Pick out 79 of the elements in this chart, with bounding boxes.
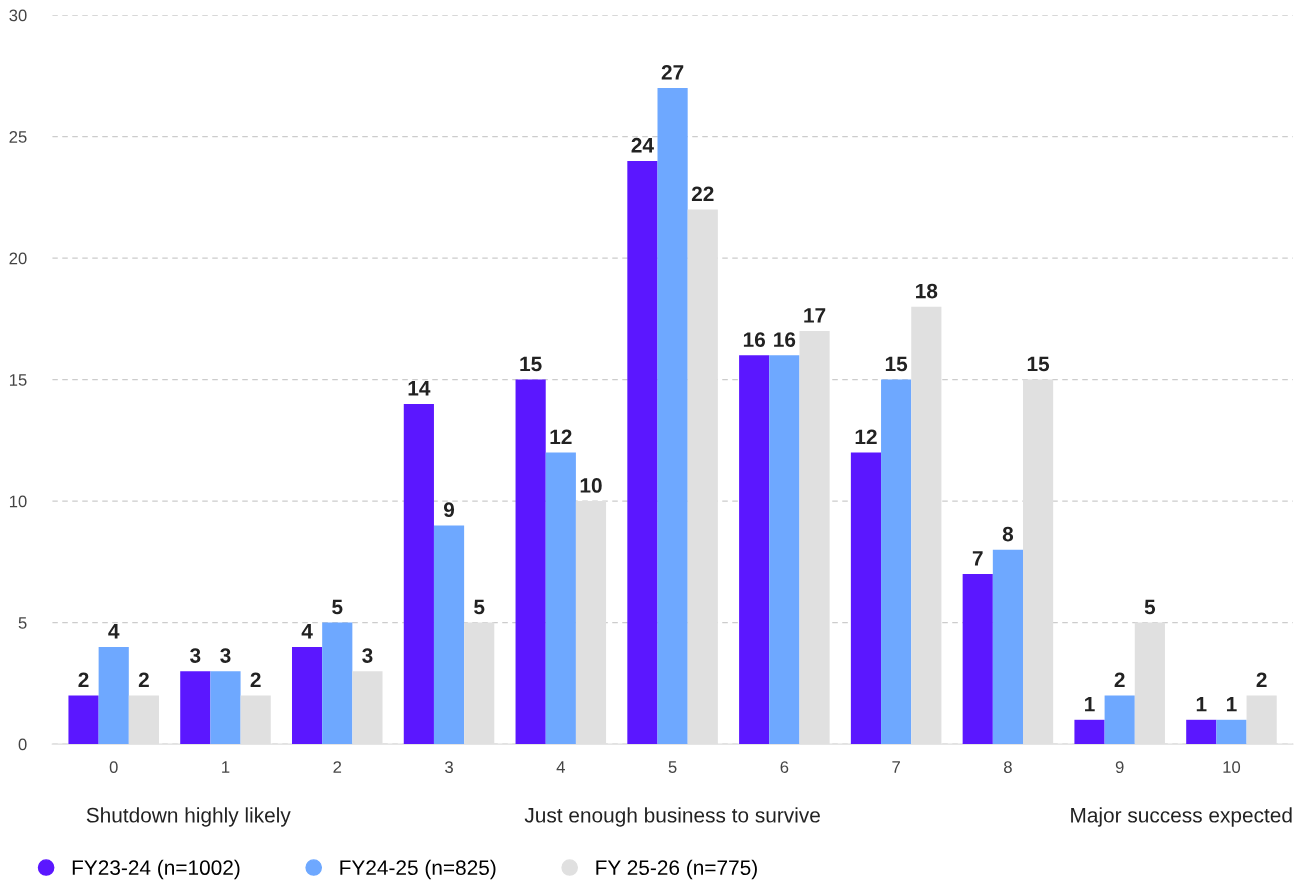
data-label: 22	[691, 186, 714, 202]
x-tick-label: 4	[556, 761, 565, 773]
bar	[403, 403, 434, 745]
bar	[769, 355, 800, 745]
text: Shutdown highly likely	[86, 807, 291, 827]
data-label: 1	[1196, 696, 1207, 712]
data-label: 15	[520, 356, 542, 372]
data-label: 14	[408, 381, 431, 396]
x-tick-label: 3	[445, 761, 453, 773]
data-label: 1	[1085, 696, 1095, 712]
data-label: 2	[1114, 672, 1125, 687]
data-label: 15	[885, 356, 908, 372]
data-label: 4	[108, 624, 120, 639]
bar	[98, 646, 129, 745]
data-label: 12	[855, 429, 877, 445]
data-label: 2	[250, 672, 261, 687]
data-label: 24	[631, 137, 654, 153]
bar	[210, 671, 241, 745]
x-tick-label: 2	[333, 761, 342, 773]
y-tick-label: 0	[18, 738, 27, 751]
y-tick-label: 25	[9, 131, 27, 143]
bar	[515, 379, 546, 745]
bar	[1216, 719, 1247, 745]
bar	[739, 355, 770, 745]
data-label: 27	[661, 64, 684, 80]
bar	[1074, 719, 1105, 745]
data-label: 2	[78, 672, 89, 687]
bar	[627, 160, 658, 745]
legend-label: FY23-24 (n=1002)	[72, 859, 240, 880]
data-label: 1	[1226, 696, 1237, 712]
bar	[992, 549, 1023, 745]
data-label: 3	[190, 648, 201, 663]
text: Major success expected	[1071, 807, 1292, 827]
data-label: 3	[220, 648, 231, 663]
bar	[850, 452, 882, 745]
bar	[433, 525, 465, 745]
y-tick-label: 10	[9, 495, 27, 508]
bar	[962, 574, 993, 745]
x-tick-label: 1	[222, 761, 230, 773]
x-tick-label: 6	[780, 761, 789, 773]
bar	[322, 622, 353, 745]
x-tick-label: 10	[1223, 761, 1241, 773]
data-label: 3	[362, 648, 373, 663]
x-tick-label: 5	[668, 761, 677, 773]
y-tick-label: 15	[9, 374, 27, 386]
data-label: 8	[1002, 526, 1014, 542]
bar	[292, 646, 323, 745]
data-label: 12	[550, 429, 572, 445]
data-label: 15	[1027, 356, 1050, 372]
data-label: 4	[301, 624, 313, 639]
data-label: 9	[443, 502, 455, 518]
y-tick-label: 5	[18, 617, 27, 629]
bar	[1104, 695, 1135, 745]
data-label: 7	[972, 551, 983, 566]
x-tick-label: 7	[892, 761, 900, 773]
y-tick-label: 20	[9, 252, 27, 265]
bar	[1186, 719, 1217, 745]
data-label: 18	[916, 283, 938, 299]
data-label: 5	[332, 599, 343, 615]
x-tick-label: 9	[1115, 761, 1124, 773]
data-label: 10	[580, 478, 602, 493]
text: Just enough business to survive	[524, 807, 820, 827]
data-label: 5	[1144, 599, 1156, 615]
data-label: 16	[743, 332, 766, 348]
data-label: 16	[774, 332, 796, 348]
legend-label: FY 25-26 (n=775)	[596, 859, 757, 880]
bar	[180, 671, 211, 745]
x-tick-label: 0	[109, 761, 118, 773]
bar	[68, 695, 99, 745]
x-tick-label: 8	[1004, 761, 1012, 773]
data-label: 2	[1256, 672, 1267, 687]
bar	[657, 88, 688, 745]
data-label: 5	[474, 599, 485, 615]
y-tick-label: 30	[9, 9, 27, 22]
legend-label: FY24-25 (n=825)	[340, 859, 496, 880]
data-label: 17	[804, 308, 826, 323]
bar	[881, 379, 912, 745]
data-label: 2	[138, 672, 149, 687]
bar	[545, 452, 576, 745]
